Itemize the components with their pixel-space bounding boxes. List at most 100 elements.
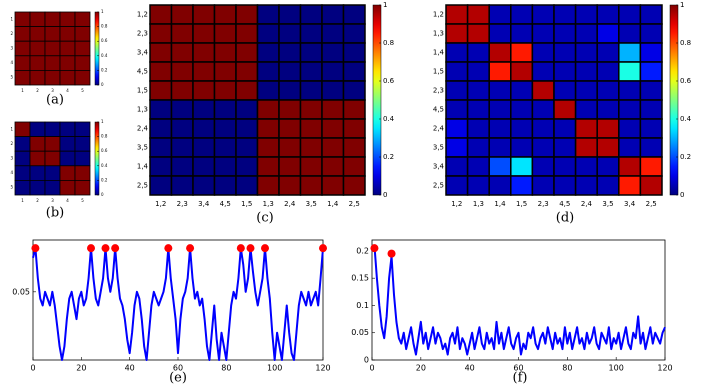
heatmap-cell xyxy=(510,156,534,177)
heatmap-cell xyxy=(553,137,577,158)
heatmap-cell xyxy=(510,118,534,139)
peak-marker xyxy=(387,249,396,258)
heatmap-cell xyxy=(488,156,512,177)
heatmap-cell xyxy=(531,137,555,158)
heatmap-cell xyxy=(14,11,31,28)
peak-marker xyxy=(261,244,269,253)
heatmap-cell xyxy=(74,11,91,28)
heatmap-cell xyxy=(278,118,302,139)
colorbar-tick-label: 0.2 xyxy=(101,177,108,182)
y-tick-label: 3,4 xyxy=(137,49,149,57)
heatmap-cell xyxy=(618,80,642,101)
x-tick-label: 4 xyxy=(66,198,69,203)
heatmap-cell xyxy=(342,175,366,196)
heatmap-cell xyxy=(44,40,61,57)
heatmap-cell xyxy=(170,61,194,82)
x-tick-label: 80 xyxy=(562,364,572,373)
heatmap-cell xyxy=(466,42,490,63)
y-tick-label: 1,4 xyxy=(137,163,149,171)
y-tick-label: 1,4 xyxy=(433,49,445,57)
heatmap-cell xyxy=(466,4,490,25)
heatmap-cell xyxy=(639,61,663,82)
heatmap-cell xyxy=(299,61,323,82)
colorbar-tick-label: 0.6 xyxy=(383,77,395,85)
y-tick-label: 1 xyxy=(10,16,13,21)
x-tick-label: 40 xyxy=(125,364,135,373)
heatmap-cell xyxy=(445,175,469,196)
heatmap-cell xyxy=(213,156,237,177)
heatmap-cell xyxy=(213,61,237,82)
heatmap-cell xyxy=(488,99,512,120)
heatmap-cell xyxy=(639,4,663,25)
heatmap-cell xyxy=(574,99,598,120)
heatmap-cell xyxy=(321,23,345,44)
heatmap-cell xyxy=(531,118,555,139)
caption: (b) xyxy=(46,206,64,221)
heatmap-cell xyxy=(29,55,46,71)
colorbar-tick-label: 0.4 xyxy=(101,163,108,168)
x-tick-label: 1,3 xyxy=(473,200,484,208)
y-tick-label: 2,3 xyxy=(433,87,444,95)
colorbar-tick-label: 0 xyxy=(680,191,684,199)
heatmap-cell xyxy=(596,175,620,196)
heatmap-cell xyxy=(321,137,345,158)
heatmap-cell xyxy=(510,175,534,196)
heatmap-cell xyxy=(321,42,345,63)
colorbar-tick-label: 0.4 xyxy=(680,115,692,123)
heatmap-cell xyxy=(299,4,323,25)
heatmap-cell xyxy=(510,4,534,25)
heatmap-cell xyxy=(213,118,237,139)
heatmap-cell xyxy=(14,179,31,196)
heatmap-cell xyxy=(531,156,555,177)
y-tick-label: 1,3 xyxy=(433,30,444,38)
heatmap-cell xyxy=(531,99,555,120)
heatmap-cell xyxy=(299,80,323,101)
heatmap-cell xyxy=(510,137,534,158)
heatmap-cell xyxy=(488,42,512,63)
heatmap-cell xyxy=(574,156,598,177)
heatmap-cell xyxy=(299,118,323,139)
heatmap-cell xyxy=(342,137,366,158)
y-tick-label: 1,2 xyxy=(433,11,444,19)
heatmap-cell xyxy=(321,4,345,25)
heatmap-cell xyxy=(596,4,620,25)
heatmap-cell xyxy=(235,99,259,120)
peak-marker xyxy=(101,244,110,253)
heatmap-cell xyxy=(192,118,216,139)
heatmap-cell xyxy=(321,61,345,82)
heatmap-cell xyxy=(342,61,366,82)
heatmap-cell xyxy=(74,55,91,71)
heatmap-cell xyxy=(213,175,237,196)
heatmap-cell xyxy=(192,61,216,82)
heatmap-cell xyxy=(445,4,469,25)
heatmap-cell xyxy=(170,137,194,158)
x-tick-label: 2 xyxy=(36,198,39,203)
heatmap-cell xyxy=(618,4,642,25)
heatmap-cell xyxy=(342,118,366,139)
heatmap-cell xyxy=(213,4,237,25)
x-tick-label: 1 xyxy=(21,88,24,93)
y-tick-label: 2,5 xyxy=(137,182,148,190)
x-tick-label: 3,4 xyxy=(198,200,210,208)
heatmap-cell xyxy=(531,175,555,196)
heatmap-cell xyxy=(44,150,61,167)
heatmap-cell xyxy=(299,156,323,177)
heatmap-cell xyxy=(639,175,663,196)
heatmap-cell xyxy=(574,118,598,139)
colorbar-tick-label: 1 xyxy=(101,9,104,14)
x-tick-label: 1,5 xyxy=(516,200,527,208)
heatmap-cell xyxy=(170,42,194,63)
heatmap-cell xyxy=(574,23,598,44)
heatmap-cell xyxy=(445,99,469,120)
heatmap-cell xyxy=(170,156,194,177)
heatmap-cell xyxy=(553,80,577,101)
heatmap-cell xyxy=(192,23,216,44)
heatmap-cell xyxy=(149,80,173,101)
heatmap-cell xyxy=(618,118,642,139)
heatmap-cell xyxy=(213,80,237,101)
x-tick-label: 1,4 xyxy=(327,200,339,208)
y-tick-label: 1,2 xyxy=(137,11,148,19)
heatmap-cell xyxy=(14,40,31,57)
heatmap-cell xyxy=(510,61,534,82)
heatmap-cell xyxy=(531,61,555,82)
